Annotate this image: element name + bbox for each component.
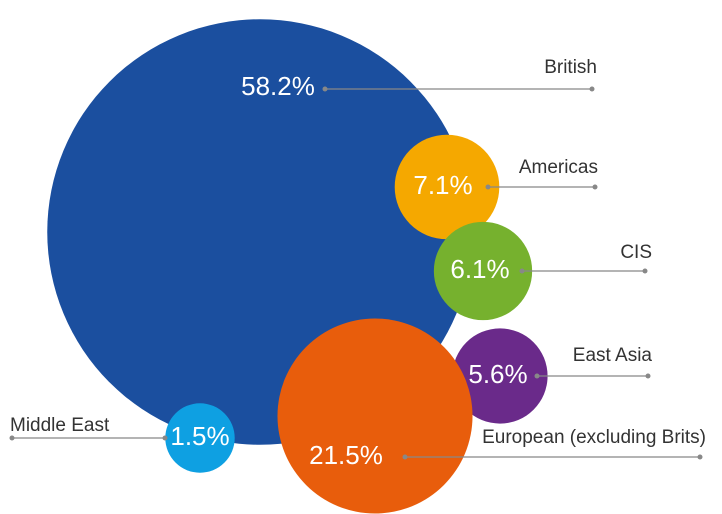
leader-dot bbox=[589, 86, 595, 92]
bubble bbox=[277, 318, 473, 514]
value-label: 6.1% bbox=[450, 254, 509, 284]
leader-dot bbox=[519, 268, 525, 274]
value-label: 7.1% bbox=[413, 170, 472, 200]
leader-dot bbox=[697, 454, 703, 460]
leader-dot bbox=[534, 373, 540, 379]
bubble bbox=[165, 403, 235, 473]
value-label: 58.2% bbox=[241, 71, 315, 101]
category-label: CIS bbox=[620, 242, 652, 263]
leader-dot bbox=[162, 435, 168, 441]
leader-dot bbox=[642, 268, 648, 274]
value-label: 5.6% bbox=[468, 359, 527, 389]
category-label: British bbox=[544, 57, 597, 78]
category-label: European (excluding Brits) bbox=[482, 427, 706, 448]
bubble bbox=[452, 328, 548, 424]
leader-dot bbox=[485, 184, 491, 190]
leader-dot bbox=[592, 184, 598, 190]
category-label: Americas bbox=[519, 157, 598, 178]
leader-dot bbox=[645, 373, 651, 379]
leader-dot bbox=[9, 435, 15, 441]
leader-dot bbox=[402, 454, 408, 460]
bubble bbox=[433, 221, 533, 321]
category-label: Middle East bbox=[10, 415, 110, 436]
leader-dot bbox=[322, 86, 328, 92]
bubble bbox=[394, 134, 500, 240]
category-label: East Asia bbox=[573, 345, 653, 366]
value-label: 21.5% bbox=[309, 440, 383, 470]
value-label: 1.5% bbox=[170, 421, 229, 451]
